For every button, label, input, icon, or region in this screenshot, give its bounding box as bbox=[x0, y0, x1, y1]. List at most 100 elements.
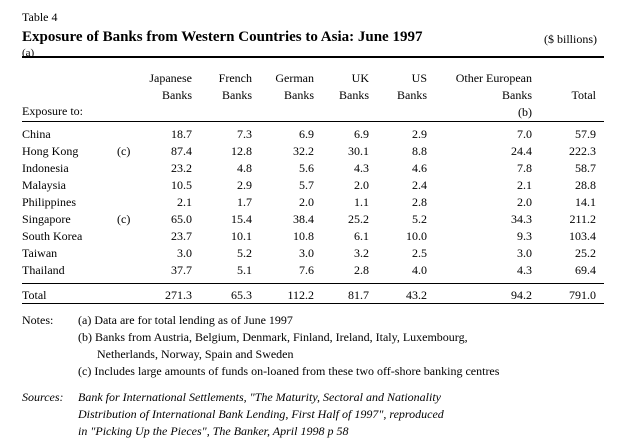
column-header-5-line1: US bbox=[411, 71, 427, 85]
table-cell: 2.9 bbox=[412, 127, 427, 141]
table-cell: 3.0 bbox=[299, 246, 314, 260]
table-cell: 5.7 bbox=[299, 178, 314, 192]
unit-label: ($ billions) bbox=[544, 32, 597, 46]
column-header-1-line1: Japanese bbox=[149, 71, 192, 85]
table-cell: 69.4 bbox=[575, 263, 596, 277]
note-b-cont: Netherlands, Norway, Spain and Sweden bbox=[97, 347, 294, 361]
table-cell: 10.1 bbox=[231, 229, 252, 243]
source-line-2: Distribution of International Bank Lendi… bbox=[78, 407, 444, 421]
row-country: Malaysia bbox=[22, 178, 66, 192]
table-cell: 211.2 bbox=[569, 212, 596, 226]
table-cell: 1.1 bbox=[354, 195, 369, 209]
column-header-4-line2: Banks bbox=[339, 88, 369, 102]
column-header-2-line2: Banks bbox=[222, 88, 252, 102]
table-cell: 2.8 bbox=[354, 263, 369, 277]
table-cell: 103.4 bbox=[569, 229, 596, 243]
table-cell: 6.1 bbox=[354, 229, 369, 243]
note-c: (c) Includes large amounts of funds on-l… bbox=[78, 364, 500, 378]
table-cell: 12.8 bbox=[231, 144, 252, 158]
table-cell: 2.5 bbox=[412, 246, 427, 260]
table-cell: 25.2 bbox=[348, 212, 369, 226]
table-cell: 3.2 bbox=[354, 246, 369, 260]
row-note: (c) bbox=[117, 144, 131, 158]
total-cell: 271.3 bbox=[165, 288, 192, 302]
table-cell: 5.6 bbox=[299, 161, 314, 175]
table-cell: 14.1 bbox=[575, 195, 596, 209]
table-cell: 1.7 bbox=[237, 195, 252, 209]
table-cell: 25.2 bbox=[575, 246, 596, 260]
total-cell: 65.3 bbox=[231, 288, 252, 302]
column-header-1-line2: Banks bbox=[162, 88, 192, 102]
table-cell: 2.1 bbox=[517, 178, 532, 192]
source-line-1: Bank for International Settlements, "The… bbox=[78, 390, 441, 404]
table-cell: 9.3 bbox=[517, 229, 532, 243]
note-a: (a) Data are for total lending as of Jun… bbox=[78, 313, 293, 327]
table-cell: 3.0 bbox=[177, 246, 192, 260]
row-country: South Korea bbox=[22, 229, 83, 243]
total-cell: 43.2 bbox=[406, 288, 427, 302]
row-header: Exposure to: bbox=[22, 104, 83, 118]
table-cell: 3.0 bbox=[517, 246, 532, 260]
table-cell: 28.8 bbox=[575, 178, 596, 192]
total-cell: 791.0 bbox=[569, 288, 596, 302]
table-cell: 23.2 bbox=[171, 161, 192, 175]
table-cell: 5.2 bbox=[412, 212, 427, 226]
column-header-3-line2: Banks bbox=[284, 88, 314, 102]
table-cell: 7.3 bbox=[237, 127, 252, 141]
table-cell: 7.0 bbox=[517, 127, 532, 141]
table-cell: 6.9 bbox=[299, 127, 314, 141]
total-cell: 112.2 bbox=[287, 288, 314, 302]
row-country: Hong Kong bbox=[22, 144, 79, 158]
table-cell: 38.4 bbox=[293, 212, 314, 226]
table-cell: 23.7 bbox=[171, 229, 192, 243]
row-country: Philippines bbox=[22, 195, 77, 209]
table-cell: 32.2 bbox=[293, 144, 314, 158]
table-cell: 4.6 bbox=[412, 161, 427, 175]
table-cell: 8.8 bbox=[412, 144, 427, 158]
table-cell: 18.7 bbox=[171, 127, 192, 141]
total-cell: 81.7 bbox=[348, 288, 369, 302]
table-cell: 10.0 bbox=[406, 229, 427, 243]
table-cell: 2.0 bbox=[354, 178, 369, 192]
total-rule-top bbox=[22, 283, 604, 284]
total-cell: 94.2 bbox=[511, 288, 532, 302]
table-cell: 57.9 bbox=[575, 127, 596, 141]
table-label: Table 4 bbox=[22, 10, 58, 24]
column-header-6-line3: (b) bbox=[518, 105, 532, 119]
row-country: Taiwan bbox=[22, 246, 58, 260]
table-cell: 2.0 bbox=[299, 195, 314, 209]
table-cell: 4.8 bbox=[237, 161, 252, 175]
column-header-2-line1: French bbox=[218, 71, 252, 85]
column-header-7-line2: Total bbox=[571, 88, 597, 102]
table-cell: 10.5 bbox=[171, 178, 192, 192]
row-country: China bbox=[22, 127, 51, 141]
notes-label: Notes: bbox=[22, 313, 54, 327]
table-cell: 87.4 bbox=[171, 144, 192, 158]
row-country: Indonesia bbox=[22, 161, 69, 175]
table-cell: 4.3 bbox=[354, 161, 369, 175]
table-cell: 34.3 bbox=[511, 212, 532, 226]
table-cell: 2.1 bbox=[177, 195, 192, 209]
total-rule-bottom bbox=[22, 303, 604, 304]
table-cell: 2.9 bbox=[237, 178, 252, 192]
column-header-4-line1: UK bbox=[351, 71, 369, 85]
table-cell: 65.0 bbox=[171, 212, 192, 226]
source-line-3: in "Picking Up the Pieces", The Banker, … bbox=[78, 424, 349, 438]
table-cell: 5.2 bbox=[237, 246, 252, 260]
table-cell: 15.4 bbox=[231, 212, 252, 226]
table-cell: 6.9 bbox=[354, 127, 369, 141]
row-country: Thailand bbox=[22, 263, 65, 277]
note-b: (b) Banks from Austria, Belgium, Denmark… bbox=[78, 330, 468, 344]
table-cell: 10.8 bbox=[293, 229, 314, 243]
column-header-6-line2: Banks bbox=[502, 88, 532, 102]
table-cell: 7.6 bbox=[299, 263, 314, 277]
table-cell: 4.0 bbox=[412, 263, 427, 277]
row-note: (c) bbox=[117, 212, 131, 226]
table-cell: 2.4 bbox=[412, 178, 427, 192]
column-header-6-line1: Other European bbox=[455, 71, 532, 85]
column-header-3-line1: German bbox=[275, 71, 314, 85]
table-cell: 30.1 bbox=[348, 144, 369, 158]
top-rule bbox=[22, 56, 604, 58]
table-cell: 222.3 bbox=[569, 144, 596, 158]
column-header-5-line2: Banks bbox=[397, 88, 427, 102]
